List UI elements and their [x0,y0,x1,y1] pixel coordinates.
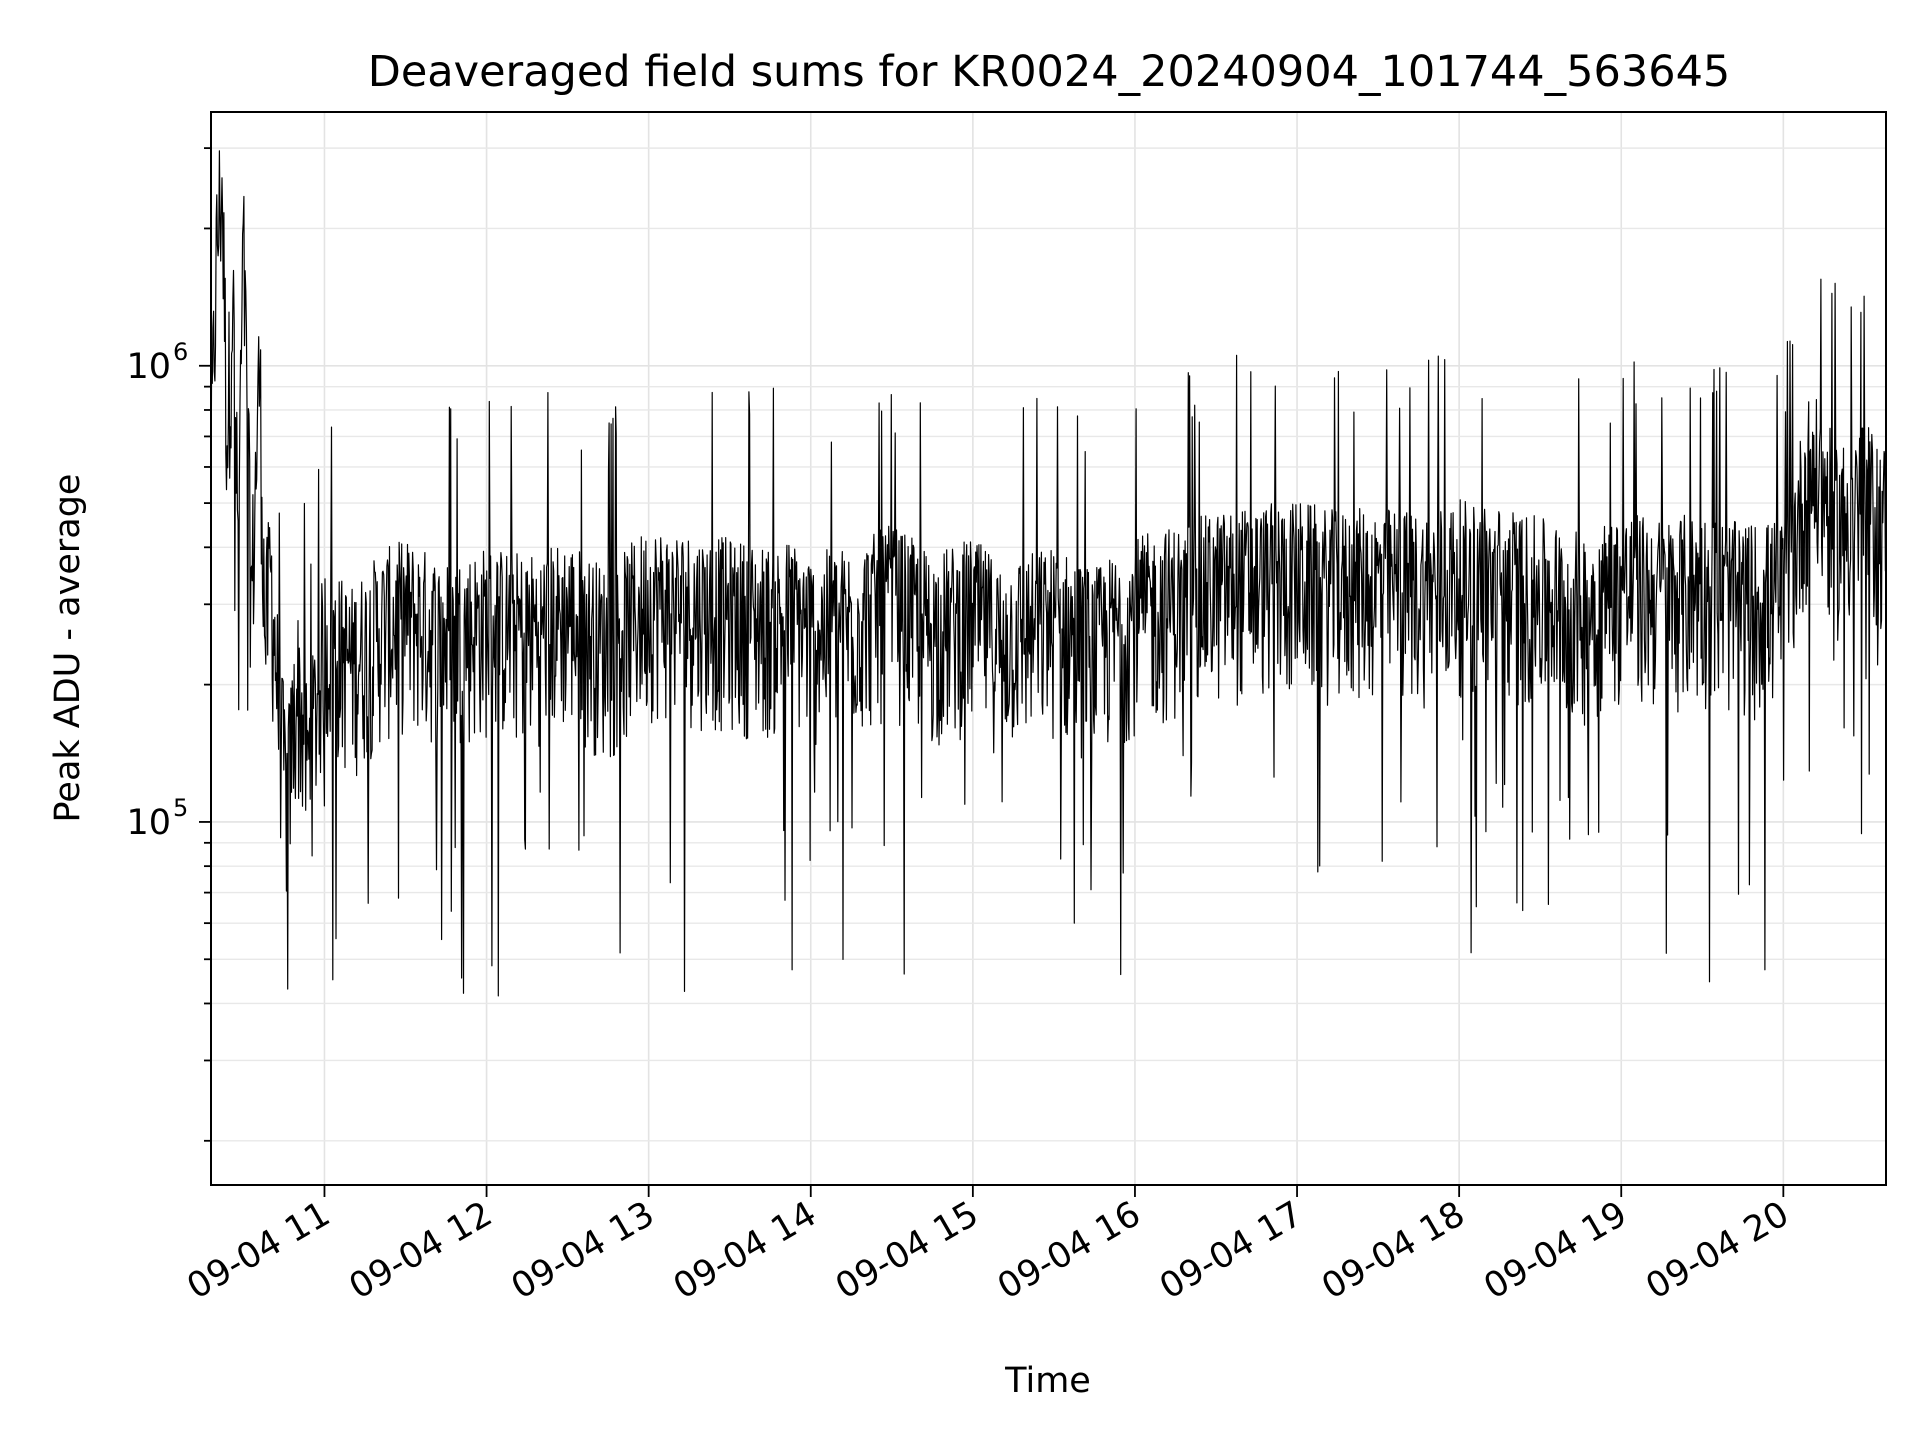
x-axis-label: Time [1004,1361,1091,1401]
y-tick-label-exponent: 6 [173,338,188,366]
chart-title: Deaveraged field sums for KR0024_2024090… [368,47,1731,97]
y-tick-label-exponent: 5 [173,794,188,822]
y-axis-label: Peak ADU - average [48,474,88,823]
y-tick-label-base: 10 [126,803,171,843]
y-tick-label: 10 [126,347,171,387]
series-layer [211,150,1886,997]
y-tick-label: 10 [126,803,171,843]
y-tick-label-base: 10 [126,347,171,387]
series-line [211,150,1886,997]
plot-frame [210,111,1887,1186]
